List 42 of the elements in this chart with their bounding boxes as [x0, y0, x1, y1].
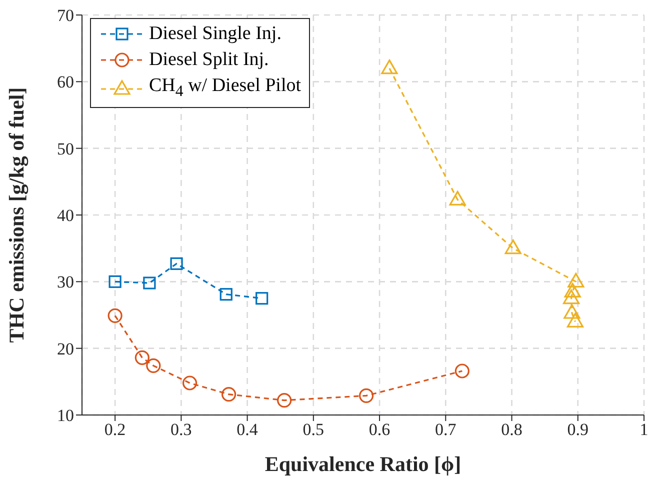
point — [562, 290, 580, 304]
y-tick-label: 70 — [57, 6, 74, 26]
y-tick-label: 20 — [57, 339, 74, 358]
point — [108, 275, 122, 288]
y-tick-label: 50 — [57, 139, 74, 158]
point — [359, 388, 374, 403]
point — [134, 350, 150, 365]
y-tick-label: 30 — [57, 272, 74, 292]
x-tick-label: 0.6 — [368, 420, 390, 440]
legend-label: Diesel Single Inj. — [149, 22, 282, 46]
x-tick-label: 0.7 — [435, 420, 457, 440]
x-tick-label: 0.2 — [104, 420, 126, 440]
point — [454, 364, 470, 378]
legend-label: Diesel Split Inj. — [149, 48, 269, 72]
point — [182, 376, 198, 390]
point — [564, 282, 581, 298]
x-tick-label: 0.8 — [501, 420, 522, 440]
point — [504, 240, 522, 254]
x-tick-label: 0.9 — [567, 420, 589, 440]
y-axis-title: THC emissions [g/kg of fuel] — [4, 87, 28, 343]
point — [221, 387, 236, 402]
point — [146, 358, 161, 373]
point — [256, 292, 268, 305]
y-tick-label: 40 — [57, 206, 74, 226]
y-tick-label: 10 — [57, 406, 74, 426]
point — [170, 257, 183, 270]
point — [566, 312, 584, 328]
y-tick-label: 60 — [57, 72, 74, 92]
point — [277, 393, 292, 408]
point — [564, 304, 580, 319]
x-axis-title: Equivalence Ratio [ϕ] — [264, 452, 462, 476]
legend-label: CH$_{4}$ w/ Diesel Pilot — [149, 74, 302, 102]
x-tick-label: 0.3 — [170, 420, 192, 440]
point — [220, 288, 232, 301]
x-tick-label: 1 — [640, 420, 648, 440]
point — [143, 276, 156, 290]
point — [449, 190, 466, 206]
point — [108, 308, 122, 323]
x-tick-label: 0.5 — [302, 420, 324, 440]
x-tick-label: 0.4 — [236, 420, 258, 440]
point — [568, 272, 584, 288]
point — [381, 60, 398, 74]
